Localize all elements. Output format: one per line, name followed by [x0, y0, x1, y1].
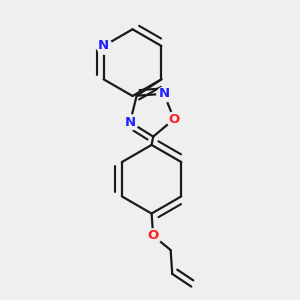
Text: N: N [124, 116, 136, 129]
Text: N: N [158, 87, 169, 100]
Text: O: O [148, 229, 159, 242]
Text: O: O [169, 112, 180, 126]
Text: N: N [98, 40, 109, 52]
